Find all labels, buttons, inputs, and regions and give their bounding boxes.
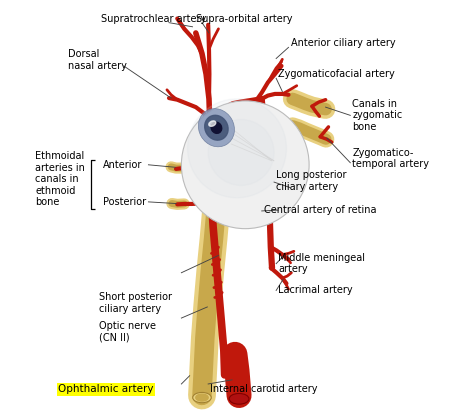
Ellipse shape bbox=[211, 122, 222, 133]
Text: Dorsal
nasal artery: Dorsal nasal artery bbox=[68, 49, 127, 70]
Circle shape bbox=[182, 101, 309, 229]
Text: Ophthalmic artery: Ophthalmic artery bbox=[58, 384, 153, 394]
Ellipse shape bbox=[193, 392, 211, 403]
Text: Anterior: Anterior bbox=[103, 160, 143, 170]
Ellipse shape bbox=[205, 115, 228, 140]
Text: Canals in
zygomatic
bone: Canals in zygomatic bone bbox=[352, 99, 402, 132]
Text: Short posterior
ciliary artery: Short posterior ciliary artery bbox=[99, 292, 172, 314]
Circle shape bbox=[208, 119, 274, 185]
Text: Central artery of retina: Central artery of retina bbox=[264, 205, 376, 215]
Ellipse shape bbox=[229, 393, 249, 404]
Text: Supratrochlear artery: Supratrochlear artery bbox=[101, 14, 206, 23]
Ellipse shape bbox=[198, 109, 235, 147]
Text: Supra-orbital artery: Supra-orbital artery bbox=[196, 14, 292, 23]
Ellipse shape bbox=[209, 121, 216, 126]
Circle shape bbox=[188, 99, 286, 198]
Text: Long posterior
ciliary artery: Long posterior ciliary artery bbox=[276, 171, 346, 192]
Text: Anterior ciliary artery: Anterior ciliary artery bbox=[291, 38, 395, 48]
Text: Middle meningeal
artery: Middle meningeal artery bbox=[278, 253, 365, 274]
Ellipse shape bbox=[196, 394, 208, 401]
Text: Zygomatico-
temporal artery: Zygomatico- temporal artery bbox=[352, 148, 429, 169]
Text: Internal carotid artery: Internal carotid artery bbox=[210, 384, 318, 394]
Text: Ethmoidal
arteries in
canals in
ethmoid
bone: Ethmoidal arteries in canals in ethmoid … bbox=[35, 151, 85, 207]
Text: Posterior: Posterior bbox=[103, 197, 146, 207]
Text: Lacrimal artery: Lacrimal artery bbox=[278, 286, 353, 295]
Text: Optic nerve
(CN II): Optic nerve (CN II) bbox=[99, 321, 156, 342]
Text: Zygomaticofacial artery: Zygomaticofacial artery bbox=[278, 69, 395, 79]
